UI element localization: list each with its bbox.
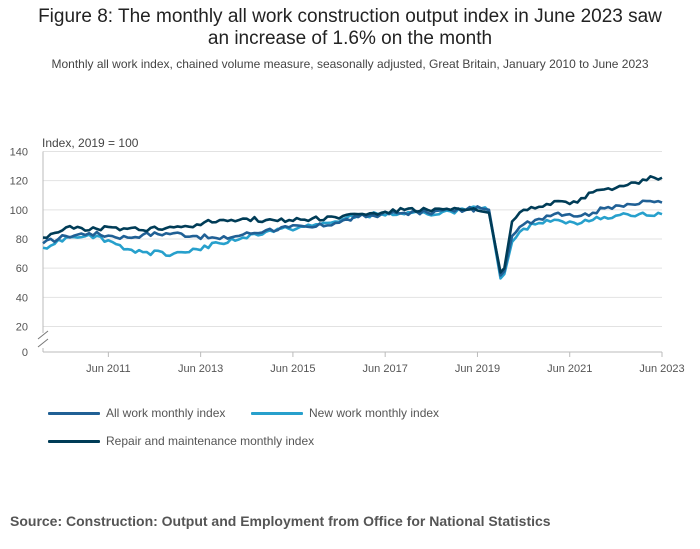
- x-tick-label: Jun 2017: [363, 363, 408, 375]
- y-tick-label: 140: [10, 147, 28, 159]
- y-tick-label: 0: [22, 347, 28, 359]
- y-tick-label: 100: [10, 205, 28, 217]
- legend-swatch-repair-maintenance: [48, 439, 100, 443]
- y-tick-label: 40: [16, 292, 28, 304]
- y-axis-label: Index, 2019 = 100: [42, 136, 139, 150]
- x-tick-label: Jun 2013: [178, 363, 223, 375]
- x-axis-ticks: Jun 2011 Jun 2013 Jun 2015 Jun 2017 Jun 2019…: [86, 352, 685, 375]
- chart-title: Figure 8: The monthly all work construct…: [0, 6, 700, 50]
- legend-swatch-new-work: [251, 411, 303, 415]
- chart-subtitle: Monthly all work index, chained volume m…: [51, 57, 649, 71]
- axis-break-zigzag: [37, 330, 49, 348]
- legend-label-repair-maintenance: Repair and maintenance monthly index: [106, 434, 315, 448]
- series-lines: [42, 174, 663, 280]
- legend-item-new-work[interactable]: New work monthly index: [251, 406, 439, 420]
- x-tick-label: Jun 2015: [270, 363, 315, 375]
- axis-break-marker: [37, 330, 49, 348]
- chart-title-line2: an increase of 1.6% on the month: [207, 28, 493, 49]
- legend-swatch-all-work: [48, 411, 100, 415]
- x-tick-label: Jun 2021: [547, 363, 592, 375]
- legend-label-all-work: All work monthly index: [106, 406, 226, 420]
- legend-item-repair-maintenance[interactable]: Repair and maintenance monthly index: [48, 434, 314, 448]
- y-axis-ticks: 0 20 40 60 80 100 120 140: [10, 147, 28, 360]
- x-tick-label: Jun 2019: [455, 363, 500, 375]
- legend-label-new-work: New work monthly index: [309, 406, 440, 420]
- x-tick-label: Jun 2011: [86, 363, 130, 375]
- y-tick-label: 120: [10, 176, 28, 188]
- y-tick-label: 60: [16, 263, 28, 275]
- x-tick-label: Jun 2023: [639, 363, 684, 375]
- source-note: Source: Construction: Output and Employm…: [10, 513, 551, 529]
- series-line-2: [42, 174, 663, 274]
- y-tick-label: 20: [16, 322, 28, 334]
- series-line-0: [42, 199, 663, 277]
- legend-item-all-work[interactable]: All work monthly index: [48, 406, 225, 420]
- chart-title-line1: Figure 8: The monthly all work construct…: [38, 6, 662, 27]
- y-tick-label: 80: [16, 234, 28, 246]
